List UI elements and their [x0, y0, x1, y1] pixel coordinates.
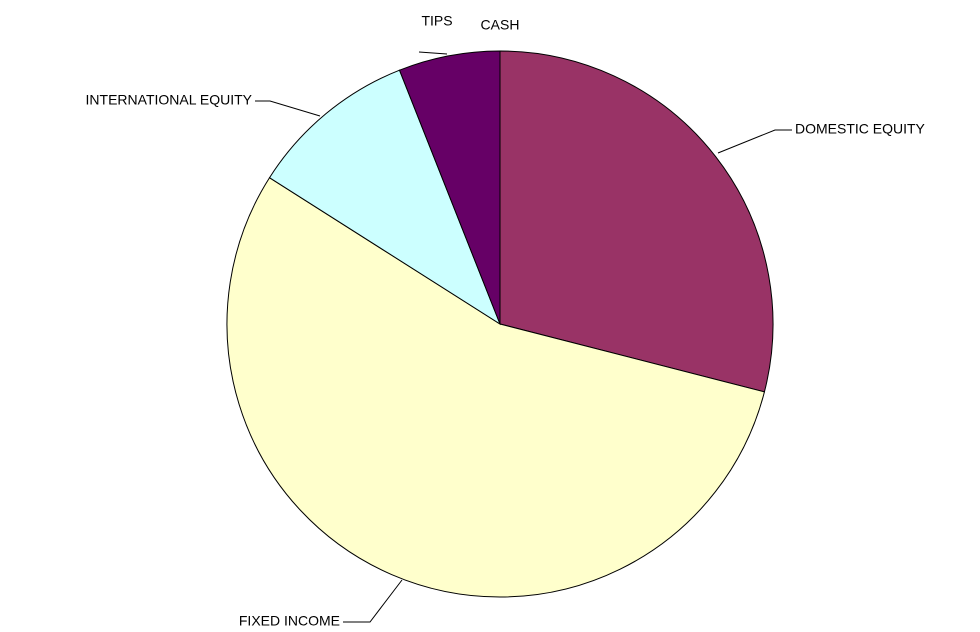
- slice-label: FIXED INCOME: [239, 613, 340, 629]
- slice-label: DOMESTIC EQUITY: [795, 121, 926, 137]
- leader-line: [255, 100, 321, 117]
- slice-label: TIPS: [421, 13, 452, 29]
- leader-line: [418, 51, 448, 55]
- leader-line: [343, 579, 403, 623]
- pie-slice: [268, 69, 502, 326]
- slice-label: CASH: [481, 17, 520, 33]
- slice-label: INTERNATIONAL EQUITY: [86, 92, 253, 108]
- leader-line: [717, 129, 792, 154]
- pie-slice: [499, 50, 774, 393]
- pie-slice: [226, 177, 766, 598]
